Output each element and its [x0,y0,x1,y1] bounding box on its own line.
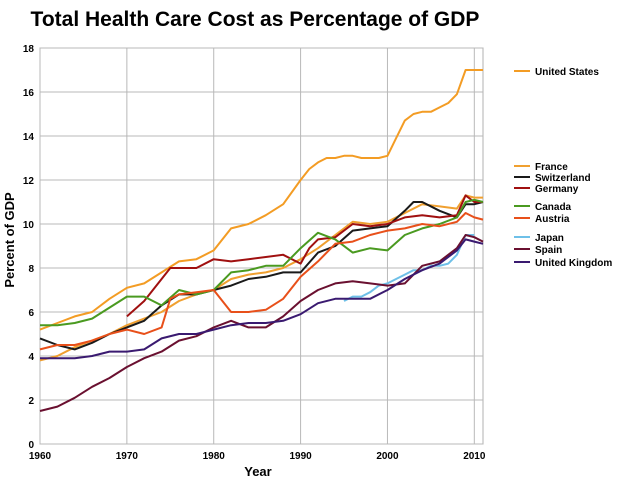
legend-label-spain: Spain [535,245,562,256]
legend-label-japan: Japan [535,233,564,244]
x-axis-title: Year [244,464,271,479]
legend-label-canada: Canada [535,202,572,213]
y-tick-label: 6 [28,308,34,319]
legend-label-united-states: United States [535,67,599,78]
x-tick-label: 2000 [376,451,399,462]
series-line-austria [39,212,484,351]
series-line-united-kingdom [40,238,484,360]
chart-title: Total Health Care Cost as Percentage of … [30,8,480,31]
y-tick-label: 0 [28,440,34,451]
legend-label-germany: Germany [535,184,579,195]
legend-label-austria: Austria [535,214,570,225]
y-tick-label: 12 [23,176,35,187]
series-line-canada [40,198,484,327]
plot-area [39,47,484,445]
y-axis-title: Percent of GDP [2,192,17,288]
x-tick-label: 2010 [463,451,486,462]
legend-label-france: France [535,162,568,173]
y-tick-label: 16 [23,88,35,99]
grid-layer [39,47,484,445]
series-line-germany [126,194,483,318]
legend-label-switzerland: Switzerland [535,173,591,184]
series-line-japan [343,234,475,302]
x-tick-label: 1960 [29,451,52,462]
series-layer [39,69,484,412]
y-tick-label: 14 [23,132,35,143]
y-tick-label: 8 [28,264,34,275]
axis-layer: 0 2 4 6 8 10 12 14 16 18 1960 1970 1980 1990 2000 2010 [23,44,486,462]
legend-label-united-kingdom: United Kingdom [535,258,612,269]
y-tick-label: 4 [28,352,34,363]
x-tick-label: 1970 [116,451,139,462]
x-tick-label: 1990 [289,451,312,462]
series-line-united-states [39,69,483,331]
y-tick-label: 18 [23,44,35,55]
y-tick-label: 2 [28,396,34,407]
x-tick-label: 1980 [203,451,226,462]
y-tick-label: 10 [23,220,35,231]
series-line-switzerland [39,201,484,351]
